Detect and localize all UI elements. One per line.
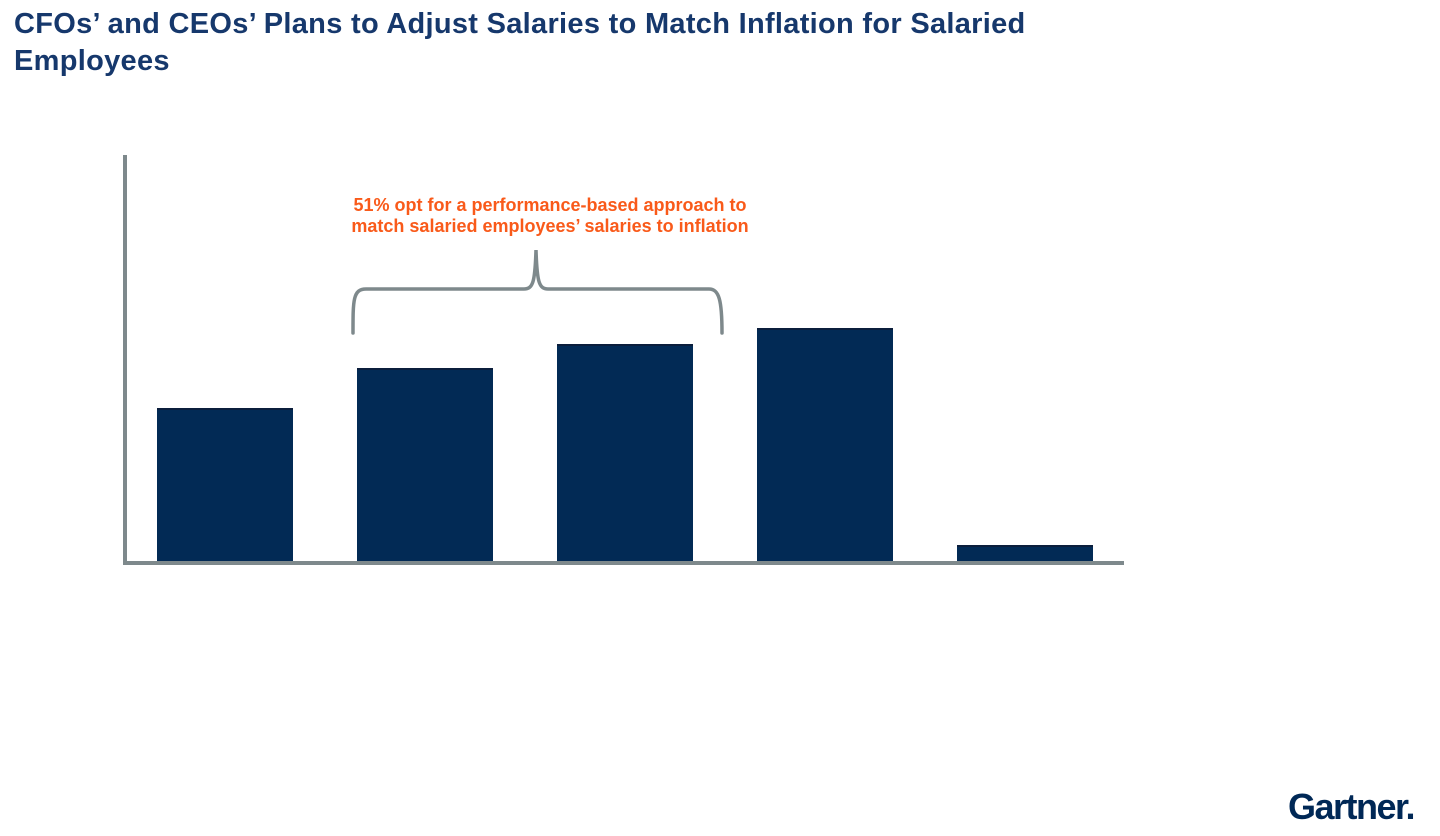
curly-brace-icon: [351, 249, 724, 335]
bar-2: [357, 368, 493, 561]
chart-title-line-2: Employees: [14, 45, 170, 77]
annotation-line-1: 51% opt for a performance-based approach…: [353, 195, 747, 215]
chart-title: CFOs’ and CEOs’ Plans to Adjust Salaries…: [14, 6, 1374, 80]
gartner-logo: Gartner.: [1287, 786, 1416, 827]
bar-3: [557, 344, 693, 561]
y-axis: [123, 155, 127, 565]
annotation-text: 51% opt for a performance-based approach…: [330, 195, 770, 237]
bar-5: [957, 545, 1093, 561]
x-axis: [123, 561, 1124, 565]
bar-1: [157, 408, 293, 561]
chart-title-line-1: CFOs’ and CEOs’ Plans to Adjust Salaries…: [14, 8, 1026, 40]
annotation-line-2: match salaried employees’ salaries to in…: [351, 216, 749, 236]
bar-4: [757, 328, 893, 561]
